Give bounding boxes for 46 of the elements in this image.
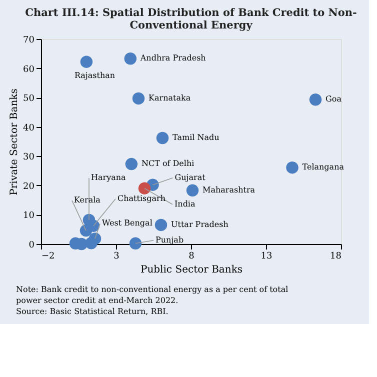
annotation: Gujarat: [174, 172, 206, 182]
point: [154, 218, 168, 232]
y-tick-label: 10: [23, 211, 35, 222]
y-tick-label: 50: [23, 94, 35, 104]
text: Note: Bank credit to non-conventional energy as a per cent of total power sector credit at end-March 2022.: [16, 285, 289, 305]
annotation: Maharashtra: [202, 185, 256, 194]
chart-title: Chart III.14: Spatial Distribution of Bank Credit to Non-Conventional Energy: [25, 7, 357, 32]
y-tick-label: 0: [28, 240, 35, 250]
point: [186, 184, 199, 197]
x-tick-label: 8: [188, 252, 195, 262]
x-tick-label: 18: [330, 252, 342, 262]
annotation: Goa: [326, 94, 342, 104]
annotation: Punjab: [156, 235, 184, 244]
point: [125, 158, 138, 170]
y-tick-label: 40: [23, 123, 35, 134]
annotation: Andhra Pradesh: [139, 54, 206, 63]
annotation: Rajasthan: [74, 70, 116, 80]
annotation: Haryana: [91, 172, 126, 182]
y-tick-label: 60: [23, 64, 35, 75]
y-tick-label: 30: [23, 152, 35, 163]
point: [138, 182, 151, 194]
y-tick-label: 70: [23, 36, 35, 46]
annotation: Karnataka: [148, 93, 191, 102]
point: [124, 52, 137, 65]
point: [80, 56, 93, 68]
y-tick-label: 20: [23, 182, 35, 192]
x-axis-title: Public Sector Banks: [140, 264, 243, 276]
annotation: India: [174, 199, 196, 208]
y-axis-title: Private Sector Banks: [9, 88, 20, 196]
source-note: Source: Basic Statistical Return, RBI.: [16, 307, 168, 316]
annotation: Tamil Nadu: [172, 132, 220, 142]
x-tick-label: 13: [260, 252, 272, 262]
x-tick-label: −2: [42, 252, 55, 262]
x-tick-label: 3: [114, 252, 120, 262]
annotation: Kerala: [74, 196, 101, 205]
annotation: Chattisgarh: [118, 194, 166, 203]
annotation: Telangana: [302, 162, 344, 172]
point: [132, 92, 145, 105]
point: [309, 94, 322, 106]
annotation: West Bengal: [102, 218, 153, 228]
point: [156, 132, 169, 144]
point: [129, 237, 142, 250]
point: [286, 161, 298, 174]
annotation: NCT of Delhi: [141, 159, 195, 168]
point: [85, 237, 98, 250]
annotation: Uttar Pradesh: [171, 220, 228, 229]
